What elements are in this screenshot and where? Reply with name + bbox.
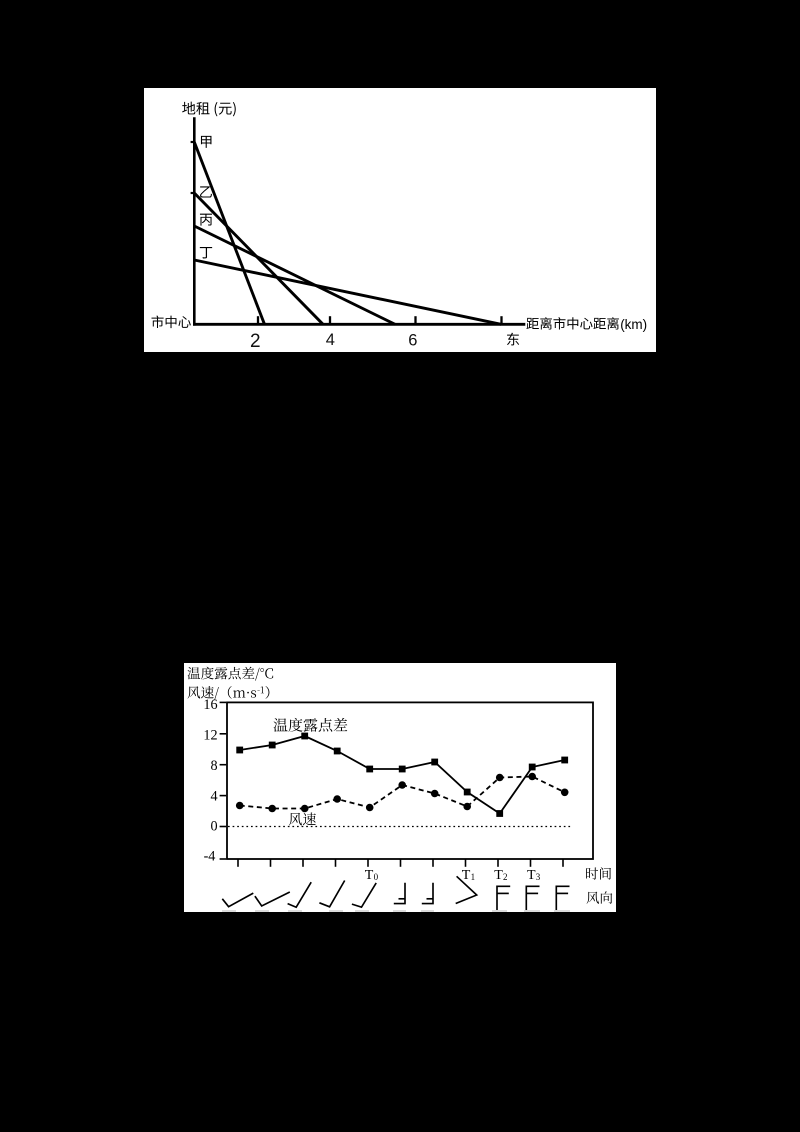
svg-text:T: T: [494, 868, 503, 883]
svg-text:2: 2: [503, 872, 508, 882]
svg-text:6: 6: [408, 331, 417, 349]
svg-text:-4: -4: [204, 848, 216, 864]
svg-text:1: 1: [471, 872, 476, 882]
svg-text:8: 8: [211, 758, 218, 774]
svg-text:2: 2: [250, 331, 261, 352]
svg-text:(km): (km): [620, 317, 647, 332]
svg-text:4: 4: [211, 788, 218, 804]
svg-text:T: T: [365, 868, 374, 883]
svg-text:0: 0: [374, 872, 379, 882]
svg-text:12: 12: [203, 728, 217, 744]
svg-text:4: 4: [326, 331, 335, 349]
svg-text:0: 0: [211, 819, 218, 835]
svg-text:16: 16: [203, 697, 217, 713]
svg-text:T: T: [527, 868, 536, 883]
svg-text:T: T: [462, 868, 471, 883]
svg-text:3: 3: [536, 872, 541, 882]
